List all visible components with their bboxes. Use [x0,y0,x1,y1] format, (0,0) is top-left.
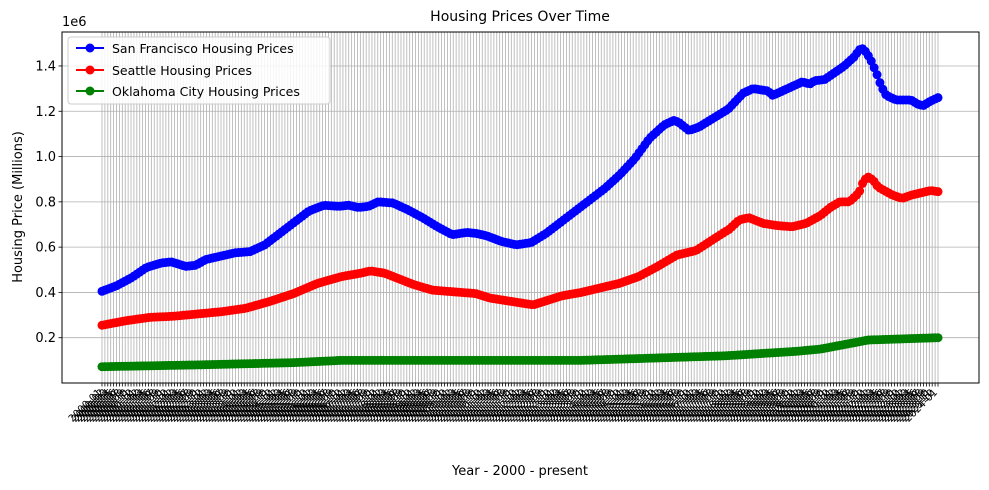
data-point [933,93,943,103]
legend-entry-seattle: Seattle Housing Prices [76,63,252,78]
chart-title: Housing Prices Over Time [430,9,610,25]
x-grid-lines [101,32,939,383]
y-tick-label: 1.4 [35,59,56,74]
series-1 [97,172,943,330]
data-point [869,63,879,73]
x-ticks: 2000-012000-022000-032000-042000-052000-… [67,383,940,425]
legend: San Francisco Housing Prices Seattle Hou… [67,36,331,105]
y-tick-label: 0.6 [35,241,56,256]
data-point [933,187,943,197]
legend-label-san-francisco: San Francisco Housing Prices [112,41,294,56]
plot-frame [61,31,980,384]
x-axis-label: Year - 2000 - present [451,464,588,479]
legend-label-seattle: Seattle Housing Prices [112,63,252,78]
y-tick-label: 0.8 [35,195,56,210]
legend-entry-san-francisco: San Francisco Housing Prices [76,41,294,56]
legend-entry-oklahoma-city: Oklahoma City Housing Prices [76,84,300,99]
legend-label-oklahoma-city: Oklahoma City Housing Prices [112,84,300,99]
series-layer [97,44,943,372]
data-point [933,333,943,343]
legend-box [67,36,331,105]
y-tick-label: 1.2 [35,105,56,120]
y-axis-label: Housing Price (Millions) [11,131,26,283]
y-offset-label: 1e6 [62,15,87,30]
y-ticks: 0.2 0.4 0.6 0.8 1.0 1.2 1.4 [35,59,62,346]
legend-marker-oklahoma-city [85,86,95,96]
y-tick-label: 0.4 [35,286,56,301]
legend-marker-seattle [85,65,95,75]
legend-marker-san-francisco [85,43,95,53]
data-point [855,186,865,196]
y-grid-lines [62,65,979,339]
y-tick-label: 0.2 [35,331,56,346]
y-tick-label: 1.0 [35,150,56,165]
series-0 [97,44,943,296]
series-2 [97,333,943,372]
data-point [872,70,882,80]
